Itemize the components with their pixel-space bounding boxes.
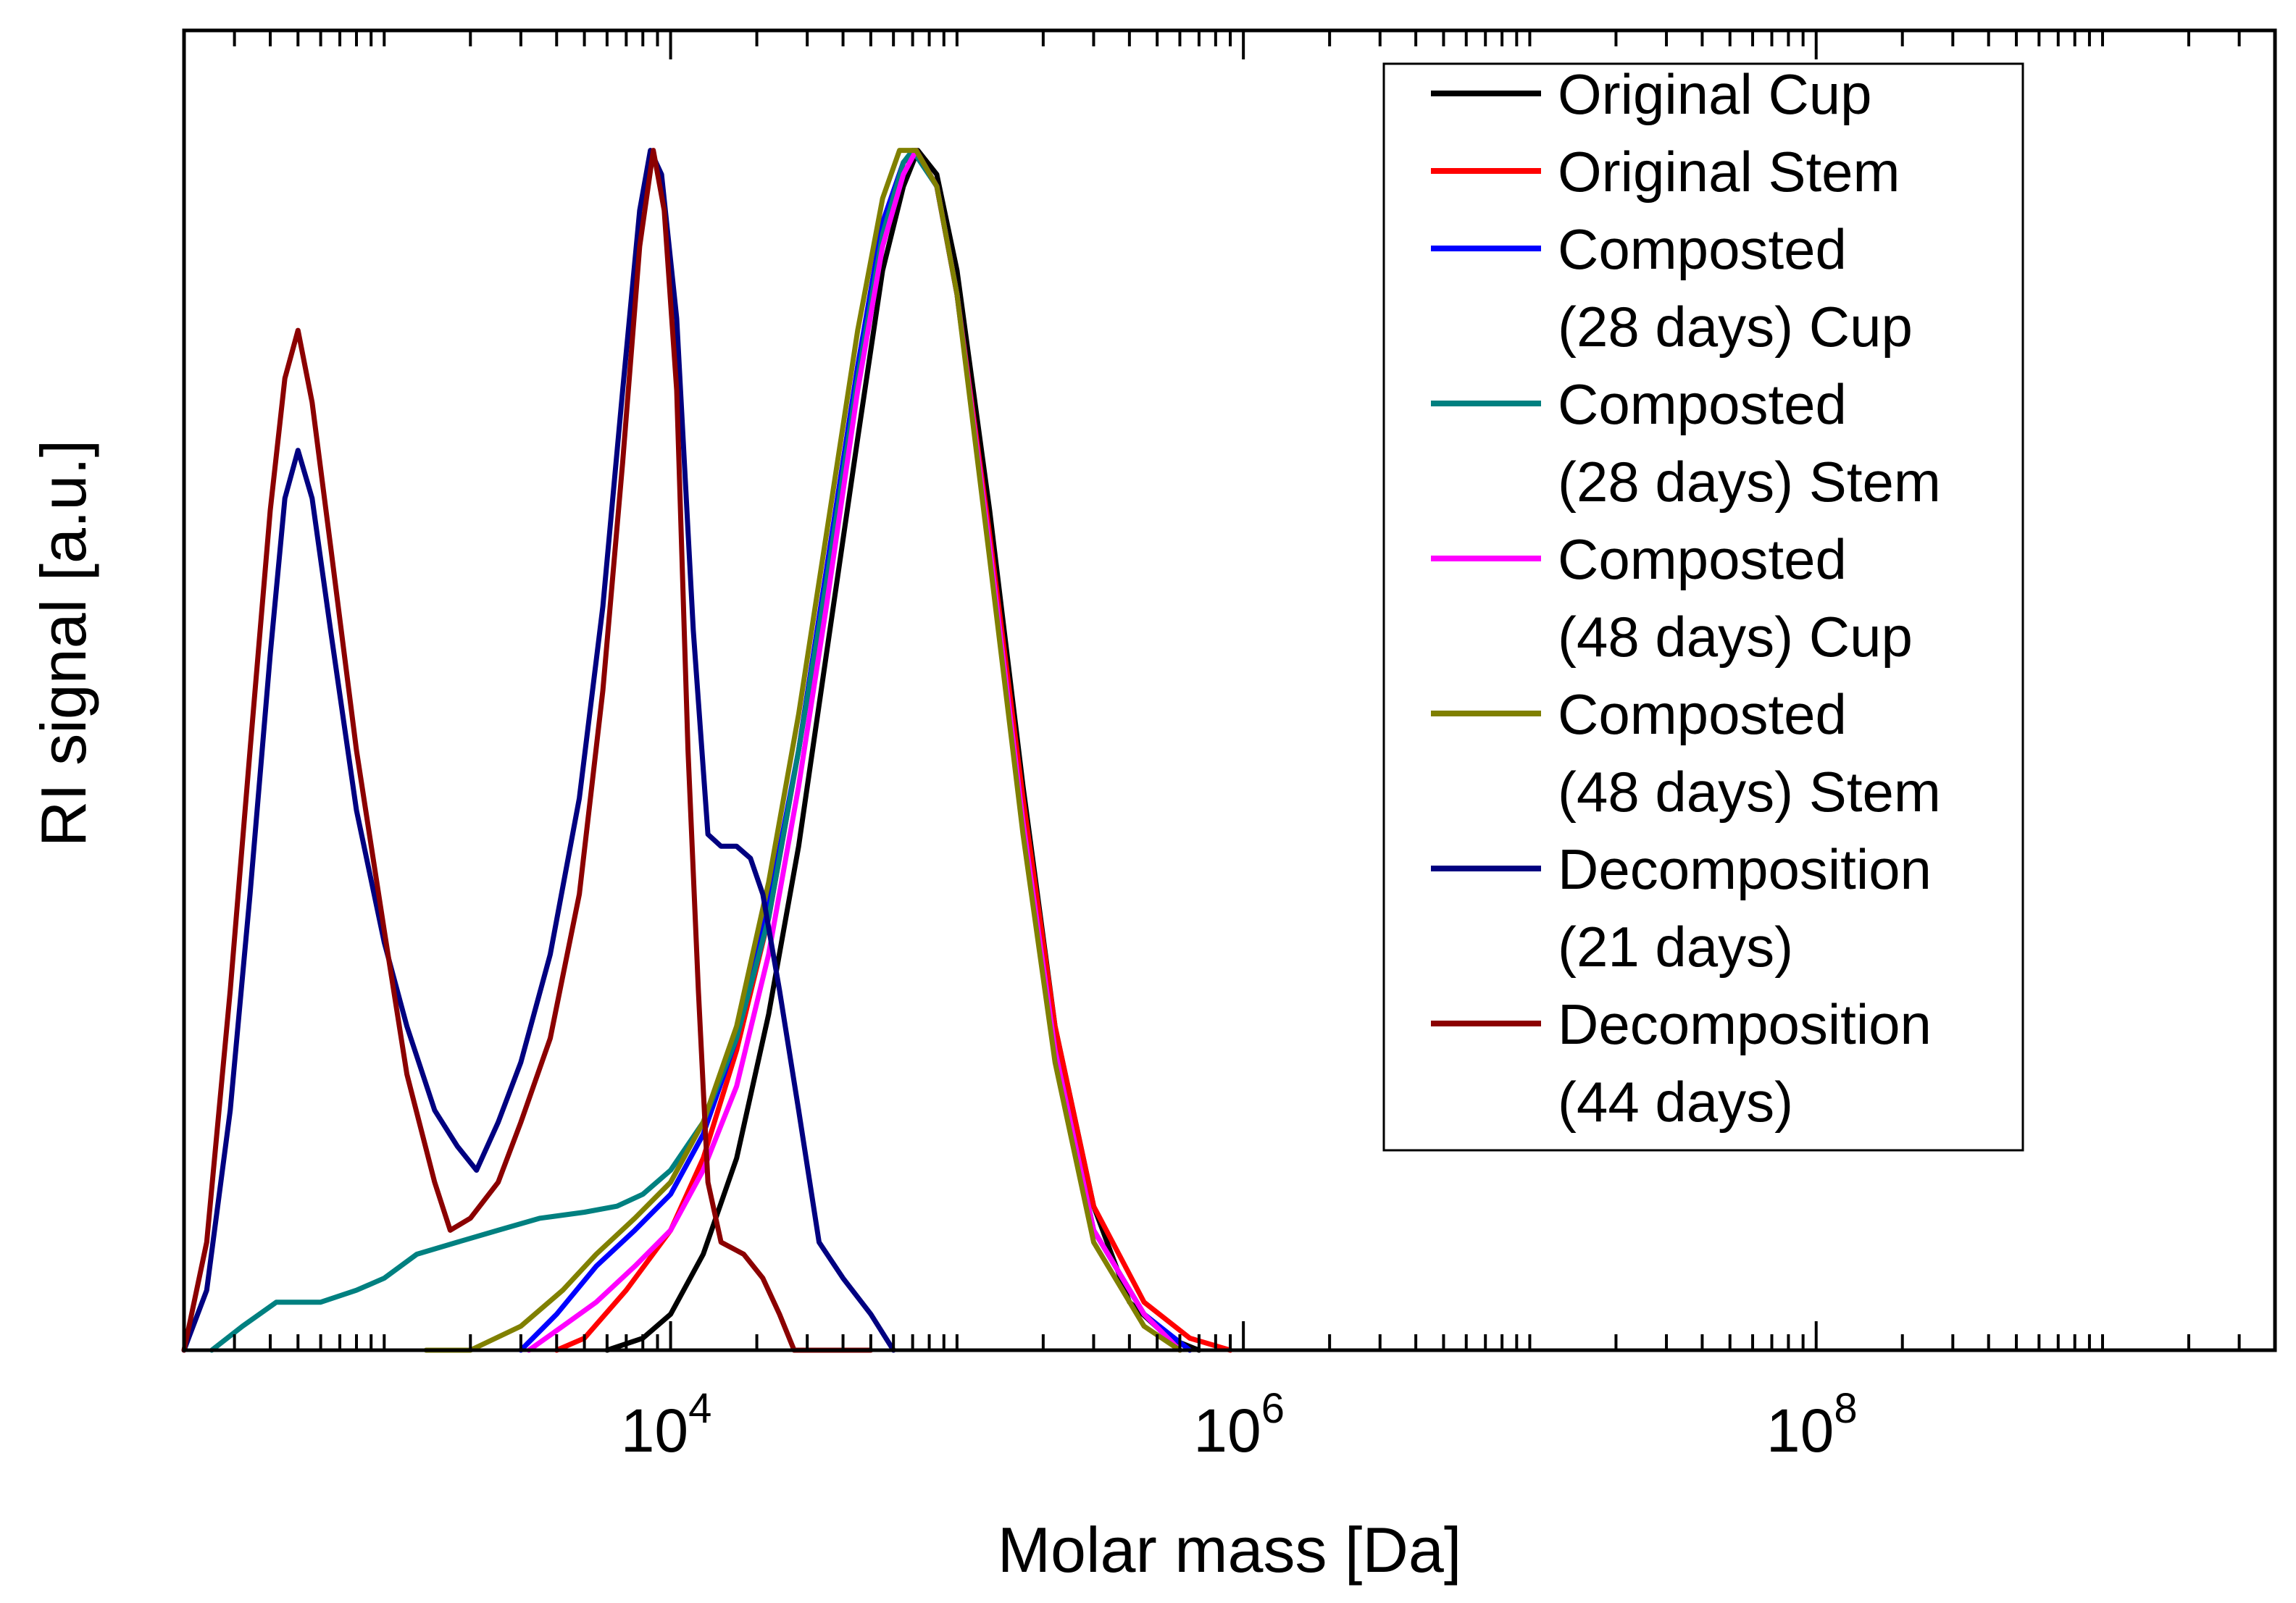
legend-label: (48 days) Cup [1558, 605, 1913, 669]
legend-label: (44 days) [1558, 1070, 1793, 1134]
legend-label: Decomposition [1558, 992, 1932, 1056]
legend-label: Original Cup [1558, 62, 1872, 126]
legend-label: Composted [1558, 527, 1847, 591]
legend-label: Composted [1558, 372, 1847, 436]
series-line-decomposition-44-days [181, 148, 874, 1353]
legend-label: Decomposition [1558, 837, 1932, 901]
series-layer [181, 148, 1233, 1353]
series-line-composted-48-days-stem [423, 148, 1182, 1353]
series-line-decomposition-21-days [181, 148, 896, 1353]
x-axis-label: Molar mass [Da] [998, 1514, 1462, 1586]
legend-label: (48 days) Stem [1558, 760, 1941, 824]
legend-label: (28 days) Cup [1558, 295, 1913, 359]
legend-box [1382, 62, 2024, 1152]
legend-items: Original Cup Original Stem Composted (28 da… [1431, 62, 1941, 1134]
x-tick-label: 106 [1193, 1385, 1285, 1465]
x-tick-label: 104 [621, 1385, 712, 1465]
y-axis-label: RI signal [a.u.] [28, 440, 99, 847]
legend-label: Composted [1558, 217, 1847, 281]
series-line-original-stem [554, 148, 1233, 1353]
tick-label-layer: 104 106 108 [621, 1385, 1858, 1465]
legend-label: (28 days) Stem [1558, 450, 1941, 514]
legend: Original Cup Original Stem Composted (28 da… [1382, 62, 2024, 1152]
legend-label: Composted [1558, 682, 1847, 746]
x-tick-label: 108 [1766, 1385, 1858, 1465]
legend-label: (21 days) [1558, 915, 1793, 979]
legend-label: Original Stem [1558, 140, 1900, 204]
tick-layer [183, 30, 2276, 1350]
